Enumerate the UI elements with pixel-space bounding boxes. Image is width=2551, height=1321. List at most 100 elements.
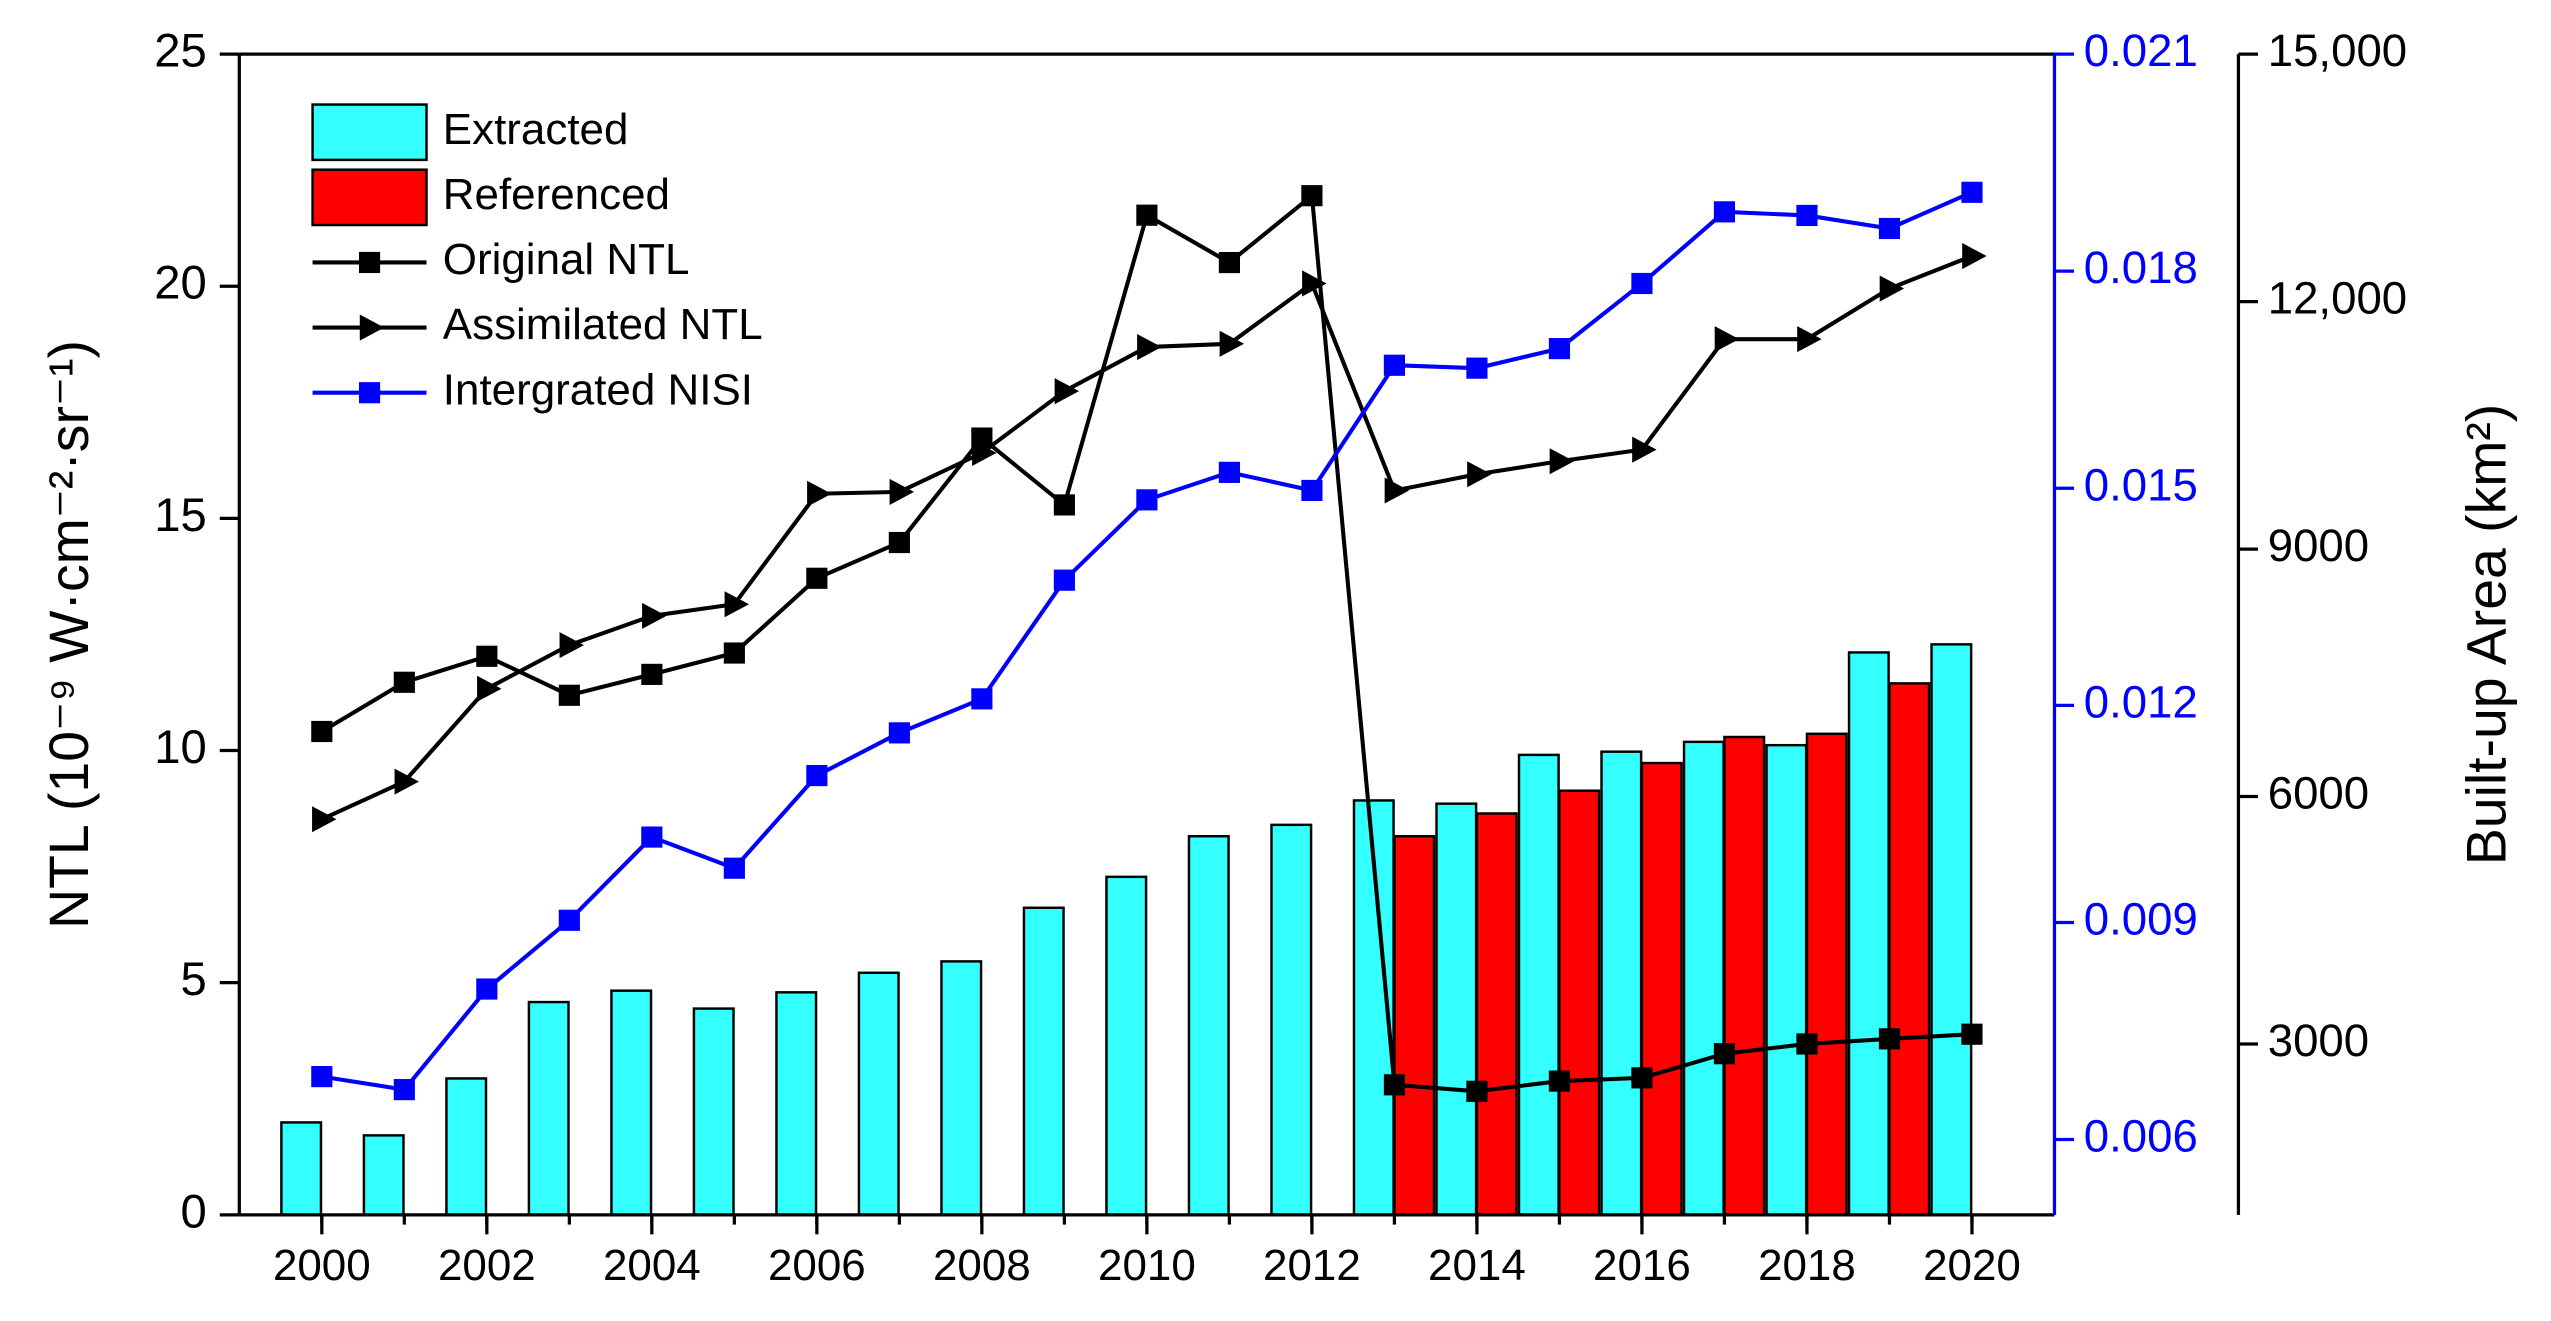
marker bbox=[1878, 1028, 1901, 1050]
bar bbox=[1105, 875, 1148, 1217]
marker bbox=[641, 826, 663, 848]
bar bbox=[1682, 740, 1725, 1217]
marker bbox=[1219, 330, 1245, 357]
marker bbox=[1218, 251, 1240, 274]
marker bbox=[1961, 1023, 1983, 1045]
marker bbox=[1797, 326, 1822, 353]
bar bbox=[1847, 651, 1890, 1217]
y2-tick-label: 0.021 bbox=[2084, 25, 2198, 76]
marker bbox=[394, 768, 419, 795]
marker bbox=[723, 857, 745, 879]
marker bbox=[476, 978, 498, 1000]
legend-marker bbox=[359, 314, 385, 341]
marker bbox=[1631, 272, 1653, 295]
marker bbox=[1632, 436, 1657, 463]
marker bbox=[641, 663, 663, 685]
marker bbox=[1053, 494, 1075, 516]
bar bbox=[445, 1077, 488, 1217]
bar bbox=[527, 1000, 570, 1217]
y-tick-label: 5 bbox=[180, 953, 206, 1006]
marker bbox=[1961, 181, 1983, 203]
y-tick-label: 0 bbox=[180, 1185, 206, 1238]
y2-tick-label: 0.009 bbox=[2084, 894, 2198, 945]
legend-label: Extracted bbox=[443, 105, 629, 154]
marker bbox=[888, 722, 910, 744]
marker bbox=[311, 1066, 333, 1088]
bar bbox=[1640, 761, 1683, 1217]
legend-label: Intergrated NISI bbox=[443, 365, 753, 414]
marker bbox=[1054, 378, 1080, 405]
y-tick-label: 20 bbox=[154, 257, 207, 310]
marker bbox=[312, 806, 337, 833]
y3-tick-label: 9000 bbox=[2268, 520, 2369, 571]
bar bbox=[1187, 835, 1230, 1217]
bar bbox=[692, 1007, 735, 1217]
marker bbox=[1549, 448, 1575, 475]
legend-swatch bbox=[311, 103, 428, 162]
bar bbox=[1475, 812, 1518, 1217]
bar bbox=[857, 971, 900, 1217]
marker bbox=[1466, 357, 1488, 379]
marker bbox=[1302, 270, 1327, 297]
marker bbox=[558, 909, 580, 931]
bar bbox=[1270, 823, 1313, 1217]
marker bbox=[1467, 461, 1492, 488]
y3-tick-label: 6000 bbox=[2268, 768, 2369, 819]
x-tick-label: 2012 bbox=[1263, 1241, 1361, 1290]
marker bbox=[807, 480, 832, 507]
marker bbox=[558, 684, 580, 706]
bar bbox=[1930, 643, 1973, 1217]
legend-swatch bbox=[311, 168, 428, 227]
bar bbox=[1393, 835, 1436, 1217]
bar bbox=[1765, 743, 1808, 1217]
marker bbox=[642, 602, 667, 629]
marker bbox=[1714, 326, 1740, 353]
y3-tick-label: 12,000 bbox=[2268, 273, 2407, 324]
marker bbox=[1878, 217, 1901, 240]
x-tick-label: 2014 bbox=[1428, 1241, 1526, 1290]
bar bbox=[1805, 732, 1848, 1217]
y-tick-label: 15 bbox=[154, 489, 207, 542]
marker bbox=[1879, 275, 1905, 302]
bar bbox=[362, 1134, 405, 1217]
marker bbox=[1548, 1070, 1571, 1092]
marker bbox=[1548, 338, 1571, 360]
marker bbox=[972, 439, 997, 466]
y2-tick-label: 0.006 bbox=[2084, 1111, 2198, 1162]
bar bbox=[1022, 906, 1065, 1217]
marker bbox=[1301, 479, 1323, 502]
x-tick-label: 2000 bbox=[273, 1241, 371, 1290]
marker bbox=[1383, 1074, 1405, 1096]
legend-label: Assimilated NTL bbox=[443, 300, 763, 349]
y3-tick-label: 3000 bbox=[2268, 1015, 2369, 1066]
marker bbox=[1136, 204, 1158, 226]
marker bbox=[1796, 1033, 1818, 1055]
marker bbox=[1301, 185, 1323, 207]
marker bbox=[723, 642, 745, 664]
marker bbox=[971, 688, 993, 710]
y3-axis-label: Built-up Area (km²) bbox=[2455, 404, 2517, 865]
x-tick-label: 2008 bbox=[933, 1241, 1031, 1290]
marker bbox=[477, 675, 502, 702]
y3-tick-label: 15,000 bbox=[2268, 25, 2407, 76]
marker bbox=[888, 531, 910, 554]
marker bbox=[1137, 334, 1162, 361]
bar bbox=[1600, 750, 1643, 1217]
marker bbox=[1053, 569, 1075, 591]
bar bbox=[1723, 735, 1766, 1217]
bar bbox=[280, 1121, 323, 1217]
marker bbox=[1962, 243, 1987, 270]
marker bbox=[559, 632, 584, 659]
marker bbox=[1136, 489, 1158, 511]
x-tick-label: 2010 bbox=[1098, 1241, 1196, 1290]
marker bbox=[1713, 1043, 1736, 1065]
marker bbox=[311, 720, 333, 743]
bar bbox=[1888, 682, 1931, 1217]
x-tick-label: 2018 bbox=[1758, 1241, 1856, 1290]
marker bbox=[476, 645, 498, 667]
bar bbox=[940, 960, 983, 1217]
marker bbox=[393, 1079, 415, 1101]
legend-marker bbox=[358, 382, 381, 404]
